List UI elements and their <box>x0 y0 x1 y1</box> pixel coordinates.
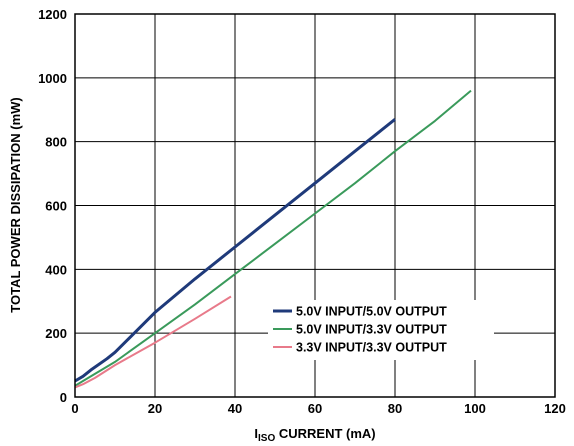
series-line-2 <box>74 89 472 387</box>
x-tick-label: 0 <box>71 401 78 416</box>
x-axis-title-rest: CURRENT (mA) <box>275 426 375 441</box>
x-axis-title-subscript: ISO <box>258 433 275 444</box>
y-tick-labels: 0 200 400 600 800 1000 1200 <box>38 7 67 405</box>
series-line-1 <box>74 118 396 383</box>
legend-label-3: 3.3V INPUT/3.3V OUTPUT <box>296 341 447 355</box>
legend: 5.0V INPUT/5.0V OUTPUT 5.0V INPUT/3.3V OU… <box>268 300 494 360</box>
series-line-3 <box>74 295 232 389</box>
x-tick-label: 60 <box>308 401 322 416</box>
y-tick-label: 400 <box>45 262 67 277</box>
y-tick-label: 600 <box>45 199 67 214</box>
x-tick-label: 80 <box>388 401 402 416</box>
legend-box <box>268 300 494 360</box>
plot-area-frame <box>74 13 556 398</box>
series-lines <box>74 89 472 389</box>
x-axis-title-main: I <box>254 426 258 441</box>
x-tick-label: 20 <box>148 401 162 416</box>
y-tick-label: 1000 <box>38 71 67 86</box>
y-tick-label: 0 <box>60 390 67 405</box>
y-tick-label: 800 <box>45 135 67 150</box>
x-tick-label: 100 <box>464 401 486 416</box>
x-tick-label: 40 <box>228 401 242 416</box>
legend-label-2: 5.0V INPUT/3.3V OUTPUT <box>296 323 447 337</box>
x-axis-title: IISO CURRENT (mA) <box>254 426 375 444</box>
legend-label-1: 5.0V INPUT/5.0V OUTPUT <box>296 305 447 319</box>
y-tick-label: 1200 <box>38 7 67 22</box>
x-tick-label: 120 <box>544 401 566 416</box>
x-tick-labels: 0 20 40 60 80 100 120 <box>71 401 565 416</box>
y-tick-label: 200 <box>45 326 67 341</box>
y-axis-title: TOTAL POWER DISSIPATION (mW) <box>8 97 23 312</box>
